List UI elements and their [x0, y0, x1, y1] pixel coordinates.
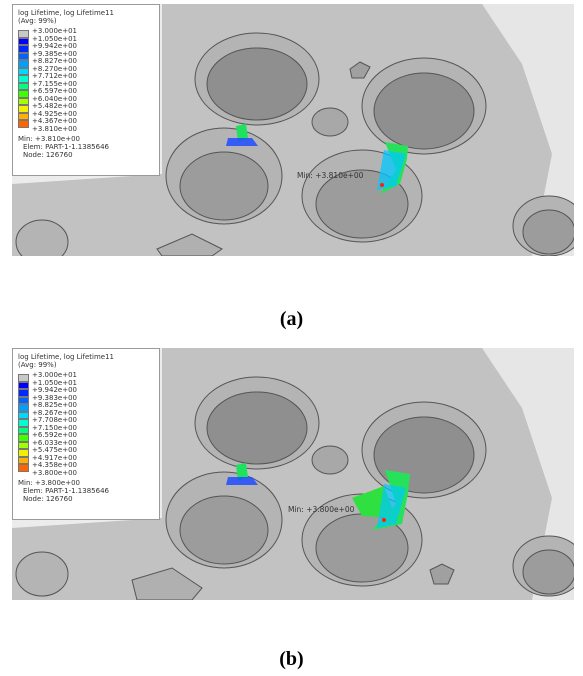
legend-color-bar: [18, 381, 29, 389]
legend-color-bar: [18, 419, 29, 427]
legend-tick-labels: +3.000e+01 +1.050e+01 +9.942e+00 +9.383e+00…: [32, 371, 77, 476]
legend-tick-label: +7.150e+00: [32, 423, 77, 432]
legend-color-bar: [18, 30, 29, 38]
legend-color-bar: [18, 105, 29, 113]
legend-tick-label: +7.708e+00: [32, 416, 77, 424]
legend-color-bar: [18, 120, 29, 128]
legend-color-bar: [18, 434, 29, 442]
legend-tick-label: +4.358e+00: [32, 461, 77, 469]
legend-tick-label: +4.917e+00: [32, 453, 77, 462]
legend-elem: Elem: PART-1-1.1385646: [23, 143, 109, 151]
legend-tick-label: +8.270e+00: [32, 64, 77, 73]
legend-tick-label: +6.040e+00: [32, 94, 77, 103]
legend-color-bar: [18, 37, 29, 45]
legend-scale: +3.000e+01 +1.050e+01 +9.942e+00 +9.385e+00…: [18, 27, 154, 132]
legend-tick-label: +5.482e+00: [32, 102, 77, 110]
fe-model-render-a: [12, 4, 574, 256]
legend-tick-label: +9.942e+00: [32, 42, 77, 50]
legend-stats: Min: +3.800e+00 Elem: PART-1-1.1385646 N…: [18, 479, 154, 503]
legend-color-bar: [18, 411, 29, 419]
legend-scale: +3.000e+01 +1.050e+01 +9.942e+00 +9.383e+00…: [18, 371, 154, 476]
legend-tick-label: +1.050e+01: [32, 378, 77, 387]
legend-color-bar: [18, 396, 29, 404]
legend-tick-label: +8.825e+00: [32, 401, 77, 409]
legend-color-bars: [18, 30, 29, 128]
min-marker-label: Min: +3.800e+00: [288, 505, 355, 514]
legend-tick-label: +1.050e+01: [32, 34, 77, 43]
legend-color-bar: [18, 97, 29, 105]
legend-color-bar: [18, 449, 29, 457]
legend-color-bars: [18, 374, 29, 472]
legend-node: Node: 126760: [23, 495, 73, 503]
legend-tick-label: +8.267e+00: [32, 408, 77, 417]
contour-legend: log Lifetime, log Lifetime11 (Avg: 99%) …: [12, 4, 160, 176]
legend-title: log Lifetime, log Lifetime11: [18, 9, 115, 17]
legend-elem: Elem: PART-1-1.1385646: [23, 487, 109, 495]
legend-min: Min: +3.810e+00: [18, 135, 80, 143]
legend-stats: Min: +3.810e+00 Elem: PART-1-1.1385646 N…: [18, 135, 154, 159]
fe-model-render-b: [12, 348, 574, 600]
legend-tick-label: +5.475e+00: [32, 446, 77, 454]
legend-tick-label: +3.810e+00: [32, 124, 77, 133]
legend-color-bar: [18, 464, 29, 472]
legend-tick-label: +9.942e+00: [32, 386, 77, 394]
legend-tick-label: +4.925e+00: [32, 109, 77, 118]
legend-color-bar: [18, 112, 29, 120]
legend-color-bar: [18, 52, 29, 60]
legend-color-bar: [18, 90, 29, 98]
legend-tick-label: +3.800e+00: [32, 468, 77, 477]
legend-color-bar: [18, 404, 29, 412]
contour-plot-b: Min: +3.800e+00 log Lifetime, log Lifeti…: [12, 348, 574, 600]
legend-tick-label: +7.712e+00: [32, 72, 77, 80]
legend-tick-label: +3.000e+01: [32, 27, 77, 35]
legend-color-bar: [18, 67, 29, 75]
legend-tick-labels: +3.000e+01 +1.050e+01 +9.942e+00 +9.385e+00…: [32, 27, 77, 132]
legend-tick-label: +6.033e+00: [32, 438, 77, 447]
legend-color-bar: [18, 441, 29, 449]
legend-avg: (Avg: 99%): [18, 361, 57, 369]
legend-color-bar: [18, 374, 29, 382]
legend-color-bar: [18, 426, 29, 434]
legend-tick-label: +3.000e+01: [32, 371, 77, 379]
caption-b: (b): [279, 648, 304, 670]
legend-tick-label: +9.383e+00: [32, 393, 77, 402]
legend-avg: (Avg: 99%): [18, 17, 57, 25]
legend-tick-label: +6.597e+00: [32, 87, 77, 95]
legend-tick-label: +4.367e+00: [32, 117, 77, 125]
contour-legend: log Lifetime, log Lifetime11 (Avg: 99%) …: [12, 348, 160, 520]
legend-color-bar: [18, 389, 29, 397]
legend-node: Node: 126760: [23, 151, 73, 159]
legend-color-bar: [18, 60, 29, 68]
contour-plot-a: Min: +3.810e+00 log Lifetime, log Lifeti…: [12, 4, 574, 256]
min-marker-label: Min: +3.810e+00: [297, 171, 364, 180]
legend-tick-label: +6.592e+00: [32, 431, 77, 439]
legend-color-bar: [18, 82, 29, 90]
legend-tick-label: +8.827e+00: [32, 57, 77, 65]
legend-tick-label: +7.155e+00: [32, 79, 77, 88]
legend-color-bar: [18, 456, 29, 464]
legend-color-bar: [18, 45, 29, 53]
legend-color-bar: [18, 75, 29, 83]
legend-title: log Lifetime, log Lifetime11: [18, 353, 115, 361]
legend-min: Min: +3.800e+00: [18, 479, 80, 487]
caption-a: (a): [279, 308, 304, 330]
legend-tick-label: +9.385e+00: [32, 49, 77, 58]
